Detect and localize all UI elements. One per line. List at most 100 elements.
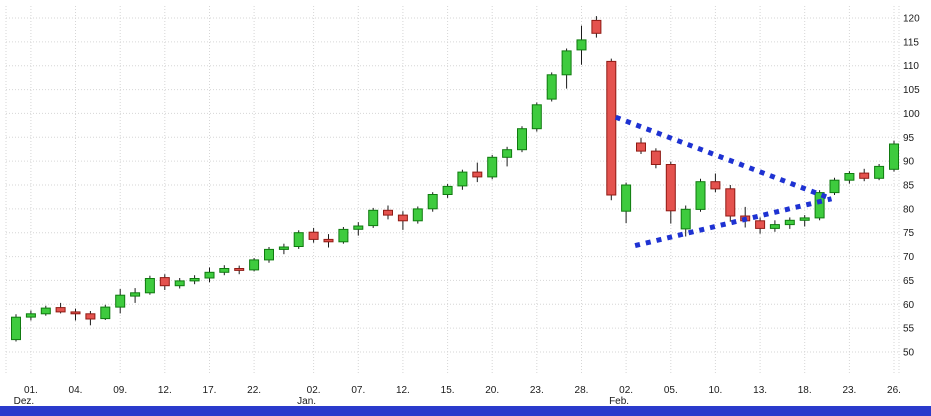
candle-bullish — [427, 194, 438, 210]
candle-bearish — [710, 181, 721, 190]
candle-bullish — [502, 149, 513, 158]
candle-bearish — [159, 277, 170, 287]
candle-bearish — [725, 188, 736, 217]
candle-bullish — [338, 228, 349, 243]
candle-bullish — [11, 316, 21, 341]
trendline-lower-support — [634, 196, 833, 249]
candle-bullish — [25, 313, 36, 318]
candle-bearish — [397, 214, 408, 222]
x-axis-tick-label: 22. — [247, 385, 261, 396]
candle-bullish — [621, 184, 632, 212]
y-axis-tick-label: 95 — [903, 133, 915, 144]
candlestick-chart: 120 115 110 105 100 95 90 85 80 75 70 65 60 55 50 01.De… — [5, 6, 920, 407]
y-axis-tick-label: 60 — [903, 300, 915, 311]
x-axis-tick-label: 07. — [351, 385, 365, 396]
candle-bullish — [487, 156, 498, 178]
candle-bullish — [576, 39, 587, 51]
candle-bearish — [636, 142, 646, 152]
candle-bearish — [323, 238, 334, 243]
x-axis-tick-label: 26. — [887, 385, 901, 396]
candle-bullish — [219, 268, 230, 273]
trendline-upper-resistance — [614, 114, 833, 202]
x-axis-tick-label: 02. — [307, 385, 321, 396]
y-axis-tick-label: 75 — [903, 228, 915, 239]
candle-bullish — [115, 294, 126, 308]
candle-bearish — [234, 268, 245, 271]
candle-bullish — [189, 278, 200, 282]
x-axis-tick-label: 23. — [530, 385, 544, 396]
y-axis-tick-label: 115 — [903, 37, 919, 48]
x-axis-tick-label: 20. — [485, 385, 499, 396]
candle-bullish — [680, 208, 691, 230]
y-axis-tick-label: 70 — [903, 252, 915, 263]
candle-bearish — [606, 60, 617, 196]
candle-bearish — [85, 313, 96, 320]
candle-bearish — [591, 19, 602, 34]
y-axis-tick-label: 65 — [903, 276, 915, 287]
candle-bullish — [457, 171, 468, 187]
x-axis-tick-label: 12. — [158, 385, 172, 396]
y-axis-tick-label: 50 — [903, 348, 915, 359]
candle-bearish — [859, 172, 870, 179]
y-axis-tick-label: 120 — [903, 14, 920, 25]
candle-bullish — [204, 271, 215, 279]
x-axis-tick-label: 18. — [798, 385, 812, 396]
x-axis-tick-label: 15. — [441, 385, 455, 396]
x-axis-month-label: Dez. — [14, 396, 35, 406]
candle-bullish — [40, 307, 51, 315]
candle-bullish — [769, 224, 780, 229]
x-axis-tick-label: 09. — [113, 385, 127, 396]
candle-bullish — [293, 232, 304, 247]
candle-bullish — [531, 104, 542, 130]
y-axis-tick-label: 85 — [903, 181, 915, 192]
candle-bullish — [695, 181, 706, 210]
y-axis-tick-label: 100 — [903, 109, 920, 120]
candle-bearish — [650, 150, 661, 166]
candle-bullish — [278, 246, 289, 250]
candle-bullish — [517, 128, 527, 151]
candle-bearish — [70, 311, 81, 315]
candle-bullish — [174, 280, 185, 287]
x-axis-tick-label: 28. — [575, 385, 589, 396]
candle-bullish — [130, 292, 141, 297]
x-axis-month-label: Feb. — [609, 396, 629, 406]
candle-bearish — [472, 171, 483, 178]
y-axis-tick-label: 80 — [903, 204, 915, 215]
y-axis-tick-label: 105 — [903, 85, 920, 96]
x-axis-tick-label: 10. — [708, 385, 722, 396]
x-axis-tick-label: 12. — [396, 385, 410, 396]
candle-bearish — [308, 231, 319, 240]
candle-bullish — [814, 192, 825, 219]
y-axis-tick-label: 110 — [903, 61, 919, 72]
candle-bullish — [442, 185, 453, 195]
candle-bullish — [874, 165, 885, 179]
candle-bearish — [383, 209, 393, 216]
x-axis-tick-label: 04. — [69, 385, 83, 396]
x-axis-tick-label: 17. — [203, 385, 217, 396]
candle-bearish — [55, 307, 66, 313]
candle-bullish — [412, 208, 423, 222]
candle-bullish — [100, 306, 111, 320]
x-axis-tick-label: 01. — [24, 385, 38, 396]
x-axis-tick-label: 05. — [664, 385, 678, 396]
candle-bullish — [368, 209, 379, 227]
candle-bearish — [665, 164, 676, 212]
y-axis-tick-label: 55 — [903, 324, 915, 335]
candle-bullish — [889, 143, 899, 170]
candle-bullish — [561, 50, 572, 76]
candle-bullish — [264, 248, 274, 261]
horizontal-scrollbar[interactable] — [0, 406, 931, 416]
candle-bullish — [784, 219, 795, 226]
candle-bearish — [755, 220, 766, 229]
candle-bullish — [249, 259, 260, 271]
x-axis-tick-label: 13. — [753, 385, 767, 396]
x-axis-tick-label: 23. — [842, 385, 856, 396]
candle-bullish — [799, 217, 810, 221]
x-axis-tick-label: 02. — [619, 385, 633, 396]
candle-bullish — [353, 225, 364, 230]
candle-bullish — [546, 74, 557, 100]
candle-bullish — [829, 179, 840, 194]
y-axis-tick-label: 90 — [903, 157, 915, 168]
candle-bullish — [144, 278, 155, 294]
